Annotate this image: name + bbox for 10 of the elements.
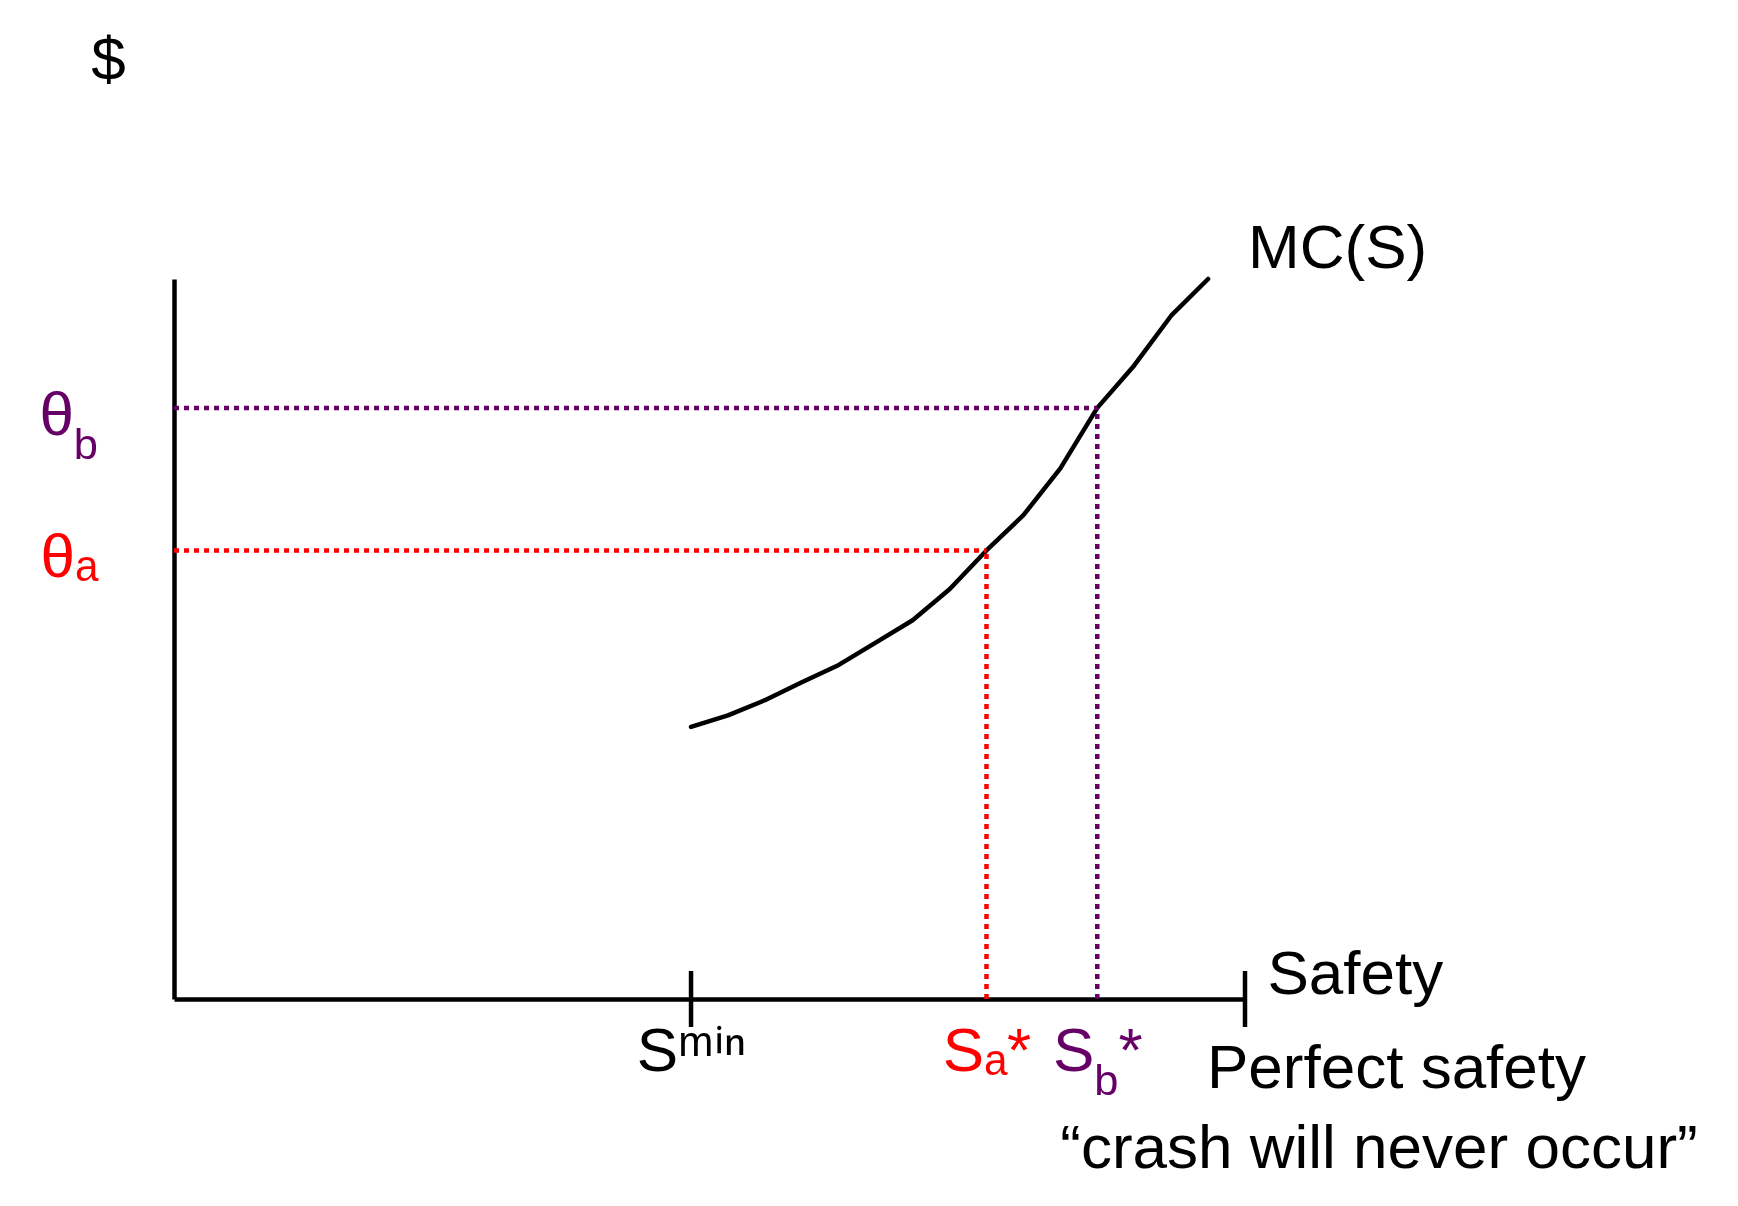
text: Perfect safety (1207, 1032, 1587, 1101)
x-tick-label: Sᵐⁱⁿ (636, 1014, 747, 1084)
series-label: MC(S) (1248, 212, 1428, 281)
x-axis-title: Safety (1267, 937, 1444, 1007)
x-tick-label: Sₐ* (942, 1014, 1032, 1084)
y-axis-title: $ (91, 23, 126, 93)
series-label: θₐ (40, 521, 99, 591)
text: “crash will never occur” (1060, 1112, 1698, 1181)
x-tick-label: S$_{b}$* (1052, 1014, 1143, 1104)
series-label: θ$_{b}$ (39, 378, 98, 468)
